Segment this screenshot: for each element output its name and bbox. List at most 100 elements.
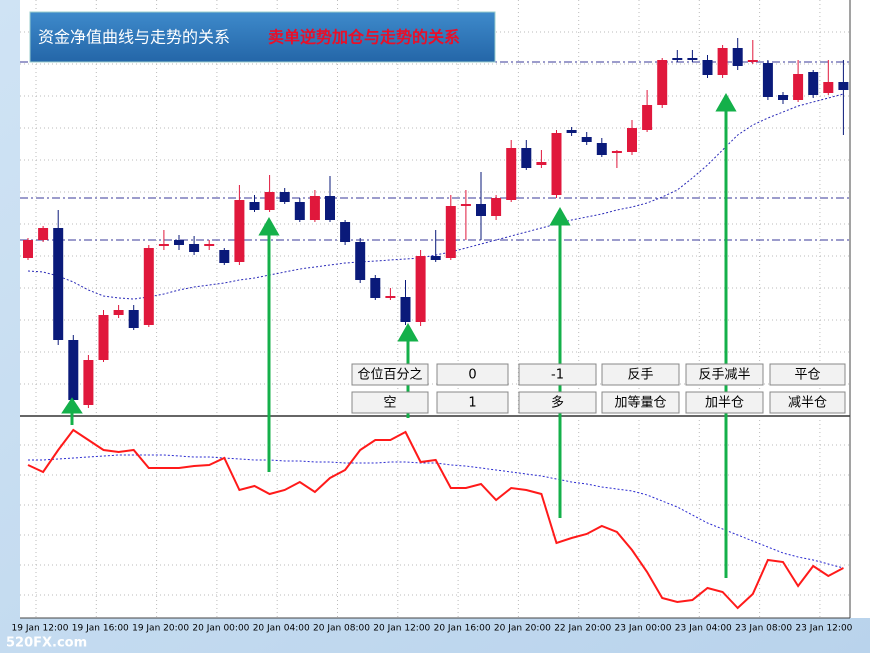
button[interactable]: 0 (436, 363, 509, 386)
button-face (769, 363, 846, 386)
candle-body (158, 244, 169, 246)
candle-body (68, 340, 79, 400)
button-face (769, 391, 846, 414)
candle-body (551, 133, 562, 195)
candle-body (234, 200, 245, 262)
button-label: 反手减半 (698, 368, 750, 383)
button-label: 加等量仓 (614, 395, 666, 411)
candle-body (279, 192, 290, 202)
candle-body (596, 143, 607, 155)
candle-body (98, 315, 109, 360)
plot (20, 38, 850, 610)
button-face (351, 391, 429, 414)
candle-body (445, 206, 456, 258)
equity-line (28, 454, 844, 569)
x-tick-label: 23 Jan 04:00 (675, 624, 732, 634)
button-face (601, 391, 680, 414)
button-face (685, 363, 764, 386)
subtitle: 卖单逆势加仓与走势的关系 (268, 28, 460, 47)
candle-body (762, 63, 773, 97)
button[interactable]: 加等量仓 (601, 391, 680, 414)
candle-body (506, 148, 517, 200)
button-label: 反手 (627, 368, 653, 383)
x-tick-label: 23 Jan 08:00 (735, 624, 792, 634)
button[interactable]: -1 (518, 363, 597, 386)
x-tick-label: 19 Jan 12:00 (12, 624, 69, 634)
candle-body (340, 222, 351, 242)
candle-body (143, 248, 154, 325)
candle-body (294, 202, 305, 220)
candle-body (521, 148, 532, 168)
button-face (601, 363, 680, 386)
candle-body (611, 151, 622, 153)
candle-body (476, 204, 486, 216)
candle-body (732, 48, 743, 66)
x-tick-label: 19 Jan 20:00 (132, 624, 189, 634)
button-face (351, 363, 429, 386)
candle-body (536, 162, 547, 165)
candle-body (672, 58, 683, 60)
candle-body (23, 240, 33, 258)
button[interactable]: 1 (436, 391, 509, 414)
candle-body (793, 74, 804, 100)
button[interactable]: 空 (351, 391, 429, 414)
watermark: 520FX.com (6, 636, 87, 651)
x-tick-label: 19 Jan 16:00 (72, 624, 129, 634)
button-label: 空 (383, 396, 396, 411)
button[interactable]: 反手 (601, 363, 680, 386)
button-label: 1 (468, 396, 476, 411)
candle-body (581, 137, 592, 142)
x-tick-label: 20 Jan 12:00 (373, 624, 430, 634)
x-tick-label: 23 Jan 00:00 (615, 624, 672, 634)
candle-body (657, 60, 668, 105)
candle-body (113, 310, 124, 315)
button-face (685, 391, 764, 414)
candle-body (249, 202, 260, 210)
button-label: 多 (551, 395, 564, 411)
candle-body (400, 297, 411, 322)
candle-body (717, 48, 728, 75)
candle-body (83, 360, 94, 405)
candle-body (264, 192, 275, 210)
title: 资金净值曲线与走势的关系 (38, 28, 230, 47)
x-tick-label: 23 Jan 12:00 (795, 624, 852, 634)
candle-body (747, 60, 758, 62)
equity-line (27, 428, 844, 610)
button[interactable]: 仓位百分之 (351, 363, 429, 386)
grid (20, 0, 850, 618)
candle-body (415, 256, 426, 322)
button[interactable]: 减半仓 (769, 391, 846, 414)
x-tick-label: 20 Jan 16:00 (434, 624, 491, 634)
candle-body (838, 82, 849, 90)
candle-body (627, 128, 637, 152)
title-box (29, 11, 496, 63)
x-tick-label: 20 Jan 04:00 (253, 624, 310, 634)
candle-body (491, 198, 502, 216)
candle-body (385, 296, 396, 298)
button-panel: 仓位百分之 0 -1 反手 反手减半 平仓空 1 多 加等量仓 加半仓 减半仓 (351, 363, 846, 414)
candle-body (687, 58, 698, 60)
candle-body (702, 60, 713, 75)
button-label: 减半仓 (788, 396, 827, 411)
button-label: 加半仓 (705, 396, 744, 411)
candle-body (53, 228, 64, 340)
button-label: 仓位百分之 (357, 368, 422, 383)
button[interactable]: 反手减半 (685, 363, 764, 386)
button[interactable]: 加半仓 (685, 391, 764, 414)
button-label: 0 (468, 368, 476, 383)
button[interactable]: 平仓 (769, 363, 846, 386)
button-label: 平仓 (794, 368, 820, 383)
candle-body (38, 228, 49, 240)
candle-body (460, 204, 471, 206)
candle-body (189, 244, 200, 252)
x-tick-label: 22 Jan 20:00 (554, 624, 611, 634)
button-face (518, 363, 597, 386)
candle-body (204, 244, 215, 246)
candle-body (309, 196, 320, 220)
x-tick-label: 20 Jan 00:00 (192, 624, 249, 634)
button[interactable]: 多 (518, 391, 597, 414)
candle-body (642, 105, 653, 130)
candle-body (778, 95, 788, 100)
button-face (436, 363, 509, 386)
